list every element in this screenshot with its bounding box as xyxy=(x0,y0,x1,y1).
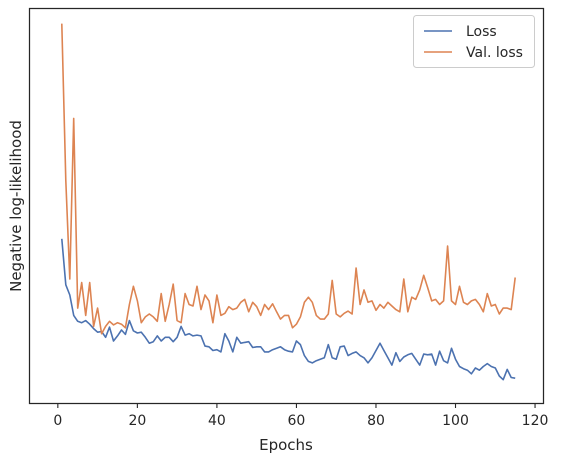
x-axis-label: Epochs xyxy=(259,436,313,454)
x-tick-label: 120 xyxy=(522,413,549,429)
x-tick-label: 80 xyxy=(367,413,385,429)
legend-box xyxy=(413,15,535,68)
series-line-loss xyxy=(61,238,516,381)
legend-label-val-loss: Val. loss xyxy=(466,45,523,61)
x-tick-label: 40 xyxy=(208,413,226,429)
x-tick-label: 0 xyxy=(53,413,62,429)
plot-frame xyxy=(28,7,545,405)
x-tick-label: 100 xyxy=(442,413,469,429)
legend-label-loss: Loss xyxy=(466,24,497,40)
series-line-val-loss xyxy=(61,23,516,335)
x-tick-label: 60 xyxy=(288,413,306,429)
y-axis-label: Negative log-likelihood xyxy=(7,120,25,292)
x-tick-label: 20 xyxy=(128,413,146,429)
legend: Loss Val. loss xyxy=(413,15,535,68)
